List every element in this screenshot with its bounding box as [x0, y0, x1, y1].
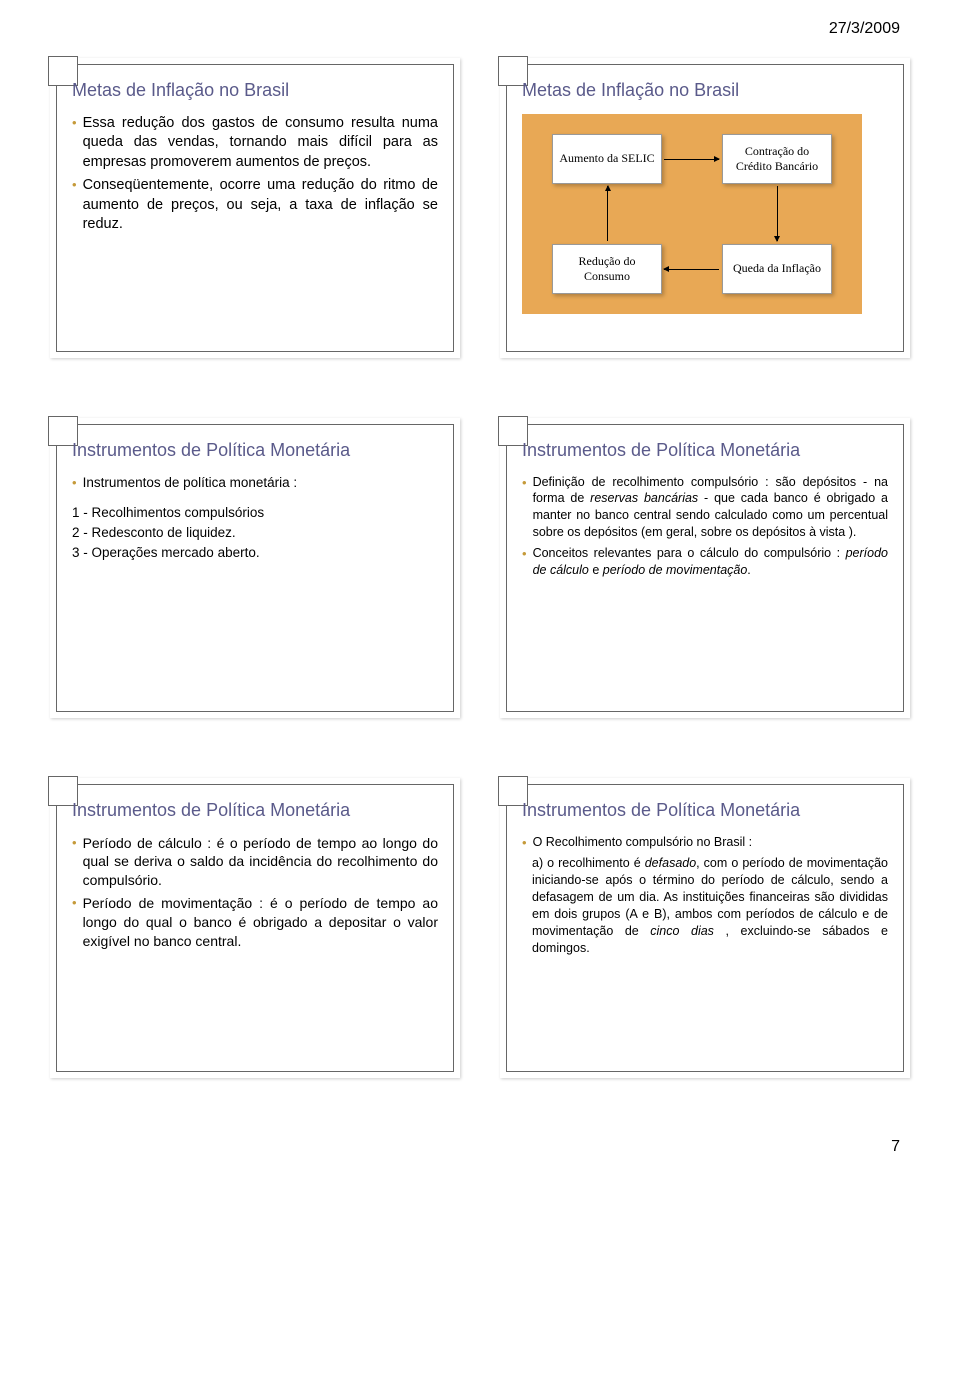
bullet-icon: • — [72, 114, 77, 173]
bullet-icon: • — [72, 474, 77, 492]
slide-title: Instrumentos de Política Monetária — [72, 800, 438, 822]
list-item: 3 - Operações mercado aberto. — [72, 544, 438, 562]
bullet-text: Definição de recolhimento compulsório : … — [533, 474, 888, 542]
list-item: 1 - Recolhimentos compulsórios — [72, 504, 438, 522]
diagram-node-inflacao: Queda da Inflação — [722, 244, 832, 294]
list-item: 2 - Redesconto de liquidez. — [72, 524, 438, 542]
sub-item-text: a) o recolhimento é defasado, com o perí… — [522, 855, 888, 956]
slide-3: Instrumentos de Política Monetária • Inst… — [50, 418, 460, 718]
slide-title: Instrumentos de Política Monetária — [522, 440, 888, 462]
slide-row-2: Instrumentos de Política Monetária •Inst… — [50, 418, 910, 718]
arrow-right-1 — [664, 159, 719, 160]
arrow-left-1 — [664, 269, 719, 270]
bullet-text: Instrumentos de política monetária : — [83, 474, 438, 492]
bullet-icon: • — [522, 834, 527, 852]
arrow-up-1 — [607, 186, 608, 241]
slide-title: Metas de Inflação no Brasil — [522, 80, 888, 102]
bullet-text: Essa redução dos gastos de consumo resul… — [83, 114, 438, 173]
bullet-text: Conceitos relevantes para o cálculo do c… — [533, 545, 888, 579]
bullet-icon: • — [72, 834, 77, 891]
slide-row-3: Instrumentos de Política Monetária •Perí… — [50, 778, 910, 1078]
slide-5: Instrumentos de Política Monetária •Perí… — [50, 778, 460, 1078]
slide-2: Metas de Inflação no Brasil Aumento da S… — [500, 58, 910, 358]
slide-title: Instrumentos de Política Monetária — [522, 800, 888, 822]
slide-row-1: Metas de Inflação no Brasil •Essa reduçã… — [50, 58, 910, 358]
bullet-text: Período de cálculo : é o período de temp… — [83, 834, 438, 891]
arrow-down-1 — [777, 186, 778, 241]
slide-title: Metas de Inflação no Brasil — [72, 80, 438, 102]
page-number: 7 — [50, 1138, 910, 1156]
bullet-icon: • — [522, 545, 527, 579]
slide-4: Instrumentos de Política Monetária •Defi… — [500, 418, 910, 718]
diagram-node-consumo: Redução do Consumo — [552, 244, 662, 294]
bullet-icon: • — [72, 176, 77, 235]
diagram-node-credito: Contração do Crédito Bancário — [722, 134, 832, 184]
slide-title: Instrumentos de Política Monetária — [72, 440, 438, 462]
bullet-icon: • — [522, 474, 527, 542]
bullet-text: Período de movimentação : é o período de… — [83, 894, 438, 951]
slide-6: Instrumentos de Política Monetária • O Re… — [500, 778, 910, 1078]
diagram-node-selic: Aumento da SELIC — [552, 134, 662, 184]
bullet-icon: • — [72, 894, 77, 951]
header-date: 27/3/2009 — [50, 20, 910, 38]
bullet-text: O Recolhimento compulsório no Brasil : — [533, 834, 888, 852]
flow-diagram: Aumento da SELIC Contração do Crédito Ba… — [522, 114, 862, 314]
bullet-text: Conseqüentemente, ocorre uma redução do … — [83, 176, 438, 235]
slide-1: Metas de Inflação no Brasil •Essa reduçã… — [50, 58, 460, 358]
